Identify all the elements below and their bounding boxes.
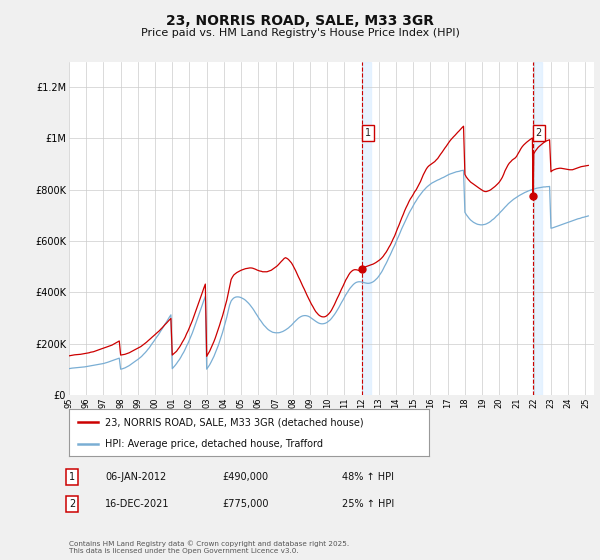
Text: 1: 1: [365, 128, 371, 138]
Text: 06-JAN-2012: 06-JAN-2012: [105, 472, 166, 482]
Text: 16-DEC-2021: 16-DEC-2021: [105, 499, 170, 509]
Text: Price paid vs. HM Land Registry's House Price Index (HPI): Price paid vs. HM Land Registry's House …: [140, 28, 460, 38]
Text: 25% ↑ HPI: 25% ↑ HPI: [342, 499, 394, 509]
Text: HPI: Average price, detached house, Trafford: HPI: Average price, detached house, Traf…: [105, 438, 323, 449]
Text: 23, NORRIS ROAD, SALE, M33 3GR: 23, NORRIS ROAD, SALE, M33 3GR: [166, 14, 434, 28]
Text: £490,000: £490,000: [222, 472, 268, 482]
Bar: [533, 62, 542, 395]
Text: Contains HM Land Registry data © Crown copyright and database right 2025.
This d: Contains HM Land Registry data © Crown c…: [69, 541, 349, 554]
Text: 48% ↑ HPI: 48% ↑ HPI: [342, 472, 394, 482]
Bar: [362, 62, 371, 395]
Text: 2: 2: [69, 499, 75, 509]
Text: 2: 2: [536, 128, 542, 138]
Text: £775,000: £775,000: [222, 499, 269, 509]
Text: 1: 1: [69, 472, 75, 482]
Text: 23, NORRIS ROAD, SALE, M33 3GR (detached house): 23, NORRIS ROAD, SALE, M33 3GR (detached…: [105, 417, 364, 427]
